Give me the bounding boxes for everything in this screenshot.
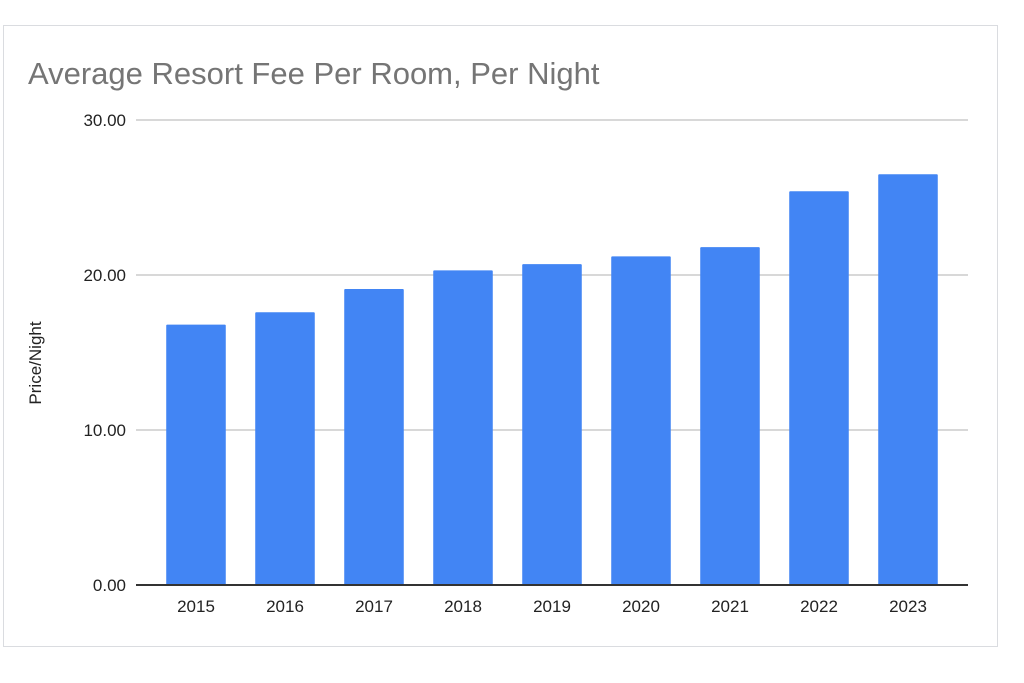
x-tick-label: 2016 xyxy=(266,597,304,616)
bar-2015 xyxy=(166,324,226,585)
x-tick-label: 2021 xyxy=(711,597,749,616)
bar-2020 xyxy=(611,256,671,585)
bar-2019 xyxy=(522,264,582,585)
x-tick-label: 2020 xyxy=(622,597,660,616)
y-tick-label: 0.00 xyxy=(93,576,126,595)
y-tick-label: 20.00 xyxy=(83,266,126,285)
chart-title: Average Resort Fee Per Room, Per Night xyxy=(28,56,600,91)
bar-2023 xyxy=(878,174,938,585)
tick-labels: 0.00 10.00 20.00 30.00 2015 2016 2017 2018 2019 2… xyxy=(83,111,926,616)
x-tick-label: 2015 xyxy=(177,597,215,616)
bars xyxy=(166,174,938,586)
x-tick-label: 2019 xyxy=(533,597,571,616)
y-axis-title: Price/Night xyxy=(26,321,45,404)
x-tick-label: 2022 xyxy=(800,597,838,616)
bar-2018 xyxy=(433,270,493,585)
x-tick-label: 2018 xyxy=(444,597,482,616)
y-tick-label: 10.00 xyxy=(83,421,126,440)
x-tick-label: 2017 xyxy=(355,597,393,616)
bar-2016 xyxy=(255,312,315,585)
bar-2022 xyxy=(789,191,849,586)
y-tick-label: 30.00 xyxy=(83,111,126,130)
x-tick-label: 2023 xyxy=(889,597,927,616)
bar-2017 xyxy=(344,288,404,585)
bar-2021 xyxy=(700,247,760,585)
